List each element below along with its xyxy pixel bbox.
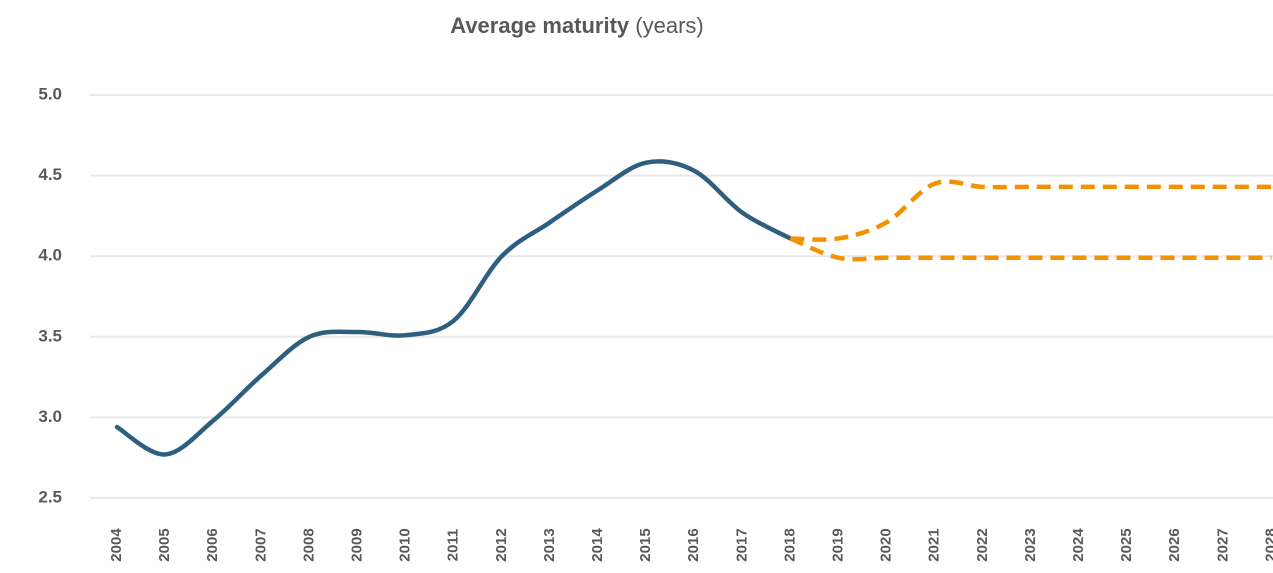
y-tick-label: 3.0 — [38, 407, 62, 426]
x-tick-label: 2012 — [493, 528, 510, 561]
title-main: Average maturity — [450, 13, 630, 38]
x-tick-label: 2009 — [348, 528, 365, 561]
y-tick-label: 5.0 — [38, 84, 62, 103]
series-line — [114, 159, 793, 457]
x-tick-label: 2025 — [1118, 528, 1135, 561]
x-tick-label: 2016 — [685, 528, 702, 561]
y-tick-label: 3.5 — [38, 326, 62, 345]
x-tick-label: 2026 — [1166, 528, 1183, 561]
x-tick-label: 2017 — [733, 528, 750, 561]
x-tick-label: 2013 — [541, 528, 558, 561]
x-tick-label: 2020 — [878, 528, 895, 561]
x-tick-label: 2008 — [300, 528, 317, 561]
x-tick-label: 2005 — [156, 528, 173, 561]
x-tick-label: 2011 — [445, 529, 462, 562]
series-line — [789, 236, 1272, 262]
y-tick-label: 2.5 — [38, 487, 62, 506]
x-tick-label: 2022 — [974, 528, 991, 561]
x-tick-label: 2018 — [781, 528, 798, 561]
y-tick-label: 4.0 — [38, 246, 62, 265]
x-tick-label: 2024 — [1070, 528, 1087, 562]
x-tick-label: 2021 — [926, 528, 943, 561]
x-tick-label: 2027 — [1214, 528, 1231, 561]
x-tick-label: 2028 — [1262, 528, 1273, 561]
title-unit: (years) — [635, 13, 703, 38]
x-tick-label: 2023 — [1022, 528, 1039, 561]
chart-title: Average maturity (years) — [450, 13, 704, 38]
x-tick-label: 2006 — [204, 528, 221, 561]
x-tick-label: 2014 — [589, 528, 606, 562]
x-tick-label: 2007 — [252, 528, 269, 561]
x-tick-label: 2019 — [829, 528, 846, 561]
y-tick-label: 4.5 — [38, 165, 62, 184]
x-tick-label: 2004 — [108, 528, 125, 562]
series-line — [790, 179, 1272, 242]
x-tick-label: 2010 — [397, 528, 414, 561]
x-tick-label: 2015 — [637, 528, 654, 561]
